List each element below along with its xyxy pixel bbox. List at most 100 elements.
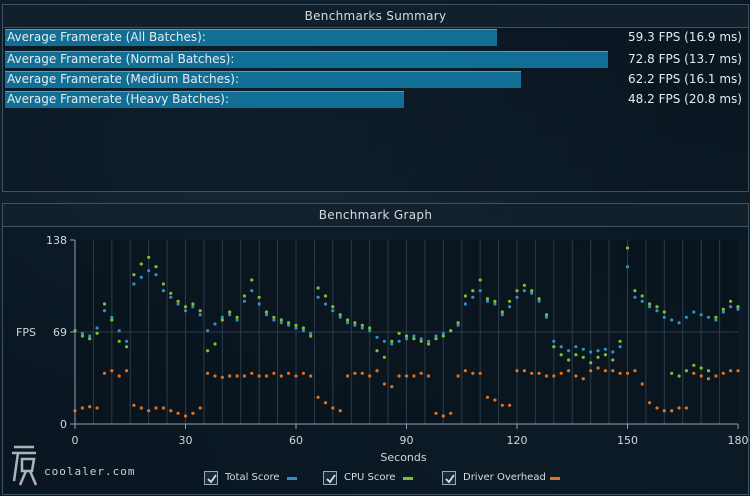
cpu-score-checkbox[interactable] [323,471,337,485]
series-point-cpu-score [463,294,467,298]
series-point-total-score [316,295,320,299]
series-point-total-score [228,313,232,317]
series-point-driver-overhead [117,374,121,378]
series-point-total-score [279,321,283,325]
series-point-driver-overhead [220,375,224,379]
series-point-total-score [714,318,718,322]
series-point-cpu-score [471,289,475,293]
series-point-cpu-score [662,310,666,314]
series-point-driver-overhead [235,374,239,378]
series-point-total-score [264,313,269,317]
series-point-cpu-score [574,353,578,357]
series-point-driver-overhead [684,406,689,410]
series-point-cpu-score [183,305,188,309]
series-point-total-score [206,329,210,333]
series-point-driver-overhead [522,369,527,373]
series-point-cpu-score [228,310,232,314]
series-point-cpu-score [427,342,431,346]
series-point-cpu-score [323,294,328,298]
series-point-driver-overhead [375,369,379,373]
total-score-checkbox[interactable] [204,471,218,485]
series-point-cpu-score [316,286,320,290]
series-point-driver-overhead [198,406,202,410]
series-point-driver-overhead [390,385,394,389]
series-point-total-score [729,305,733,309]
series-point-driver-overhead [537,371,541,375]
benchmarks-summary-panel: Benchmarks Summary Average Framerate (Al… [2,4,749,192]
series-point-driver-overhead [692,371,696,375]
series-point-driver-overhead [427,374,431,378]
series-point-cpu-score [287,321,291,325]
series-point-cpu-score [390,339,394,343]
series-point-cpu-score [618,339,622,343]
series-point-total-score [110,315,114,319]
series-point-total-score [699,313,703,317]
series-point-driver-overhead [264,374,269,378]
series-point-driver-overhead [147,409,151,413]
series-point-total-score [508,305,512,309]
series-point-cpu-score [493,299,497,303]
series-point-cpu-score [611,358,615,362]
series-point-total-score [721,310,725,314]
series-point-cpu-score [552,345,556,349]
series-point-total-score [625,265,630,269]
legend-total-score[interactable]: Total Score [204,471,314,489]
driver-overhead-swatch [550,477,560,480]
summary-row-value: 48.2 FPS (20.8 ms) [628,92,742,106]
series-point-total-score [404,337,409,341]
legend-driver-overhead[interactable]: Driver Overhead [442,471,572,489]
series-point-driver-overhead [139,406,143,410]
series-point-driver-overhead [567,369,571,373]
series-point-total-score [235,318,239,322]
series-point-cpu-score [397,331,401,335]
series-point-cpu-score [242,294,246,298]
summary-title: Benchmarks Summary [3,5,748,28]
series-point-driver-overhead [88,405,92,409]
x-tick-label: 60 [289,434,303,447]
series-point-driver-overhead [110,369,114,373]
series-point-total-score [154,273,158,277]
series-point-total-score [220,315,224,319]
series-point-driver-overhead [102,371,107,375]
watermark: coolaler.com [4,441,164,491]
series-point-total-score [191,305,195,309]
series-point-driver-overhead [729,369,733,373]
series-point-driver-overhead [316,395,320,399]
series-point-total-score [338,315,342,319]
series-point-total-score [456,323,460,327]
series-point-total-score [677,321,681,325]
series-point-cpu-score [706,369,711,373]
series-point-driver-overhead [721,371,725,375]
series-point-total-score [183,309,188,313]
series-point-cpu-score [633,289,637,293]
x-tick-label: 90 [400,434,414,447]
series-point-driver-overhead [611,369,615,373]
series-point-cpu-score [596,355,600,359]
series-point-driver-overhead [169,409,173,413]
series-point-driver-overhead [478,371,482,375]
series-point-driver-overhead [412,374,416,378]
summary-row-label: Average Framerate (Heavy Batches): [7,92,229,106]
series-point-driver-overhead [228,374,232,378]
series-point-total-score [412,334,416,338]
series-point-total-score [574,345,578,349]
series-point-total-score [161,289,165,293]
series-point-cpu-score [125,345,129,349]
series-point-total-score [213,322,217,326]
series-point-driver-overhead [471,371,475,375]
series-point-cpu-score [567,358,571,362]
series-point-cpu-score [589,361,593,365]
series-point-driver-overhead [80,406,84,410]
series-point-total-score [323,302,328,306]
series-point-driver-overhead [544,374,549,378]
series-point-driver-overhead [449,411,453,415]
series-point-cpu-score [721,307,725,311]
series-point-driver-overhead [706,377,711,381]
series-point-total-score [515,295,519,299]
driver-overhead-checkbox[interactable] [442,471,456,485]
series-point-total-score [346,321,350,325]
series-point-driver-overhead [338,409,342,413]
series-point-cpu-score [434,337,438,341]
legend-cpu-score[interactable]: CPU Score [323,471,433,489]
series-point-driver-overhead [552,374,556,378]
